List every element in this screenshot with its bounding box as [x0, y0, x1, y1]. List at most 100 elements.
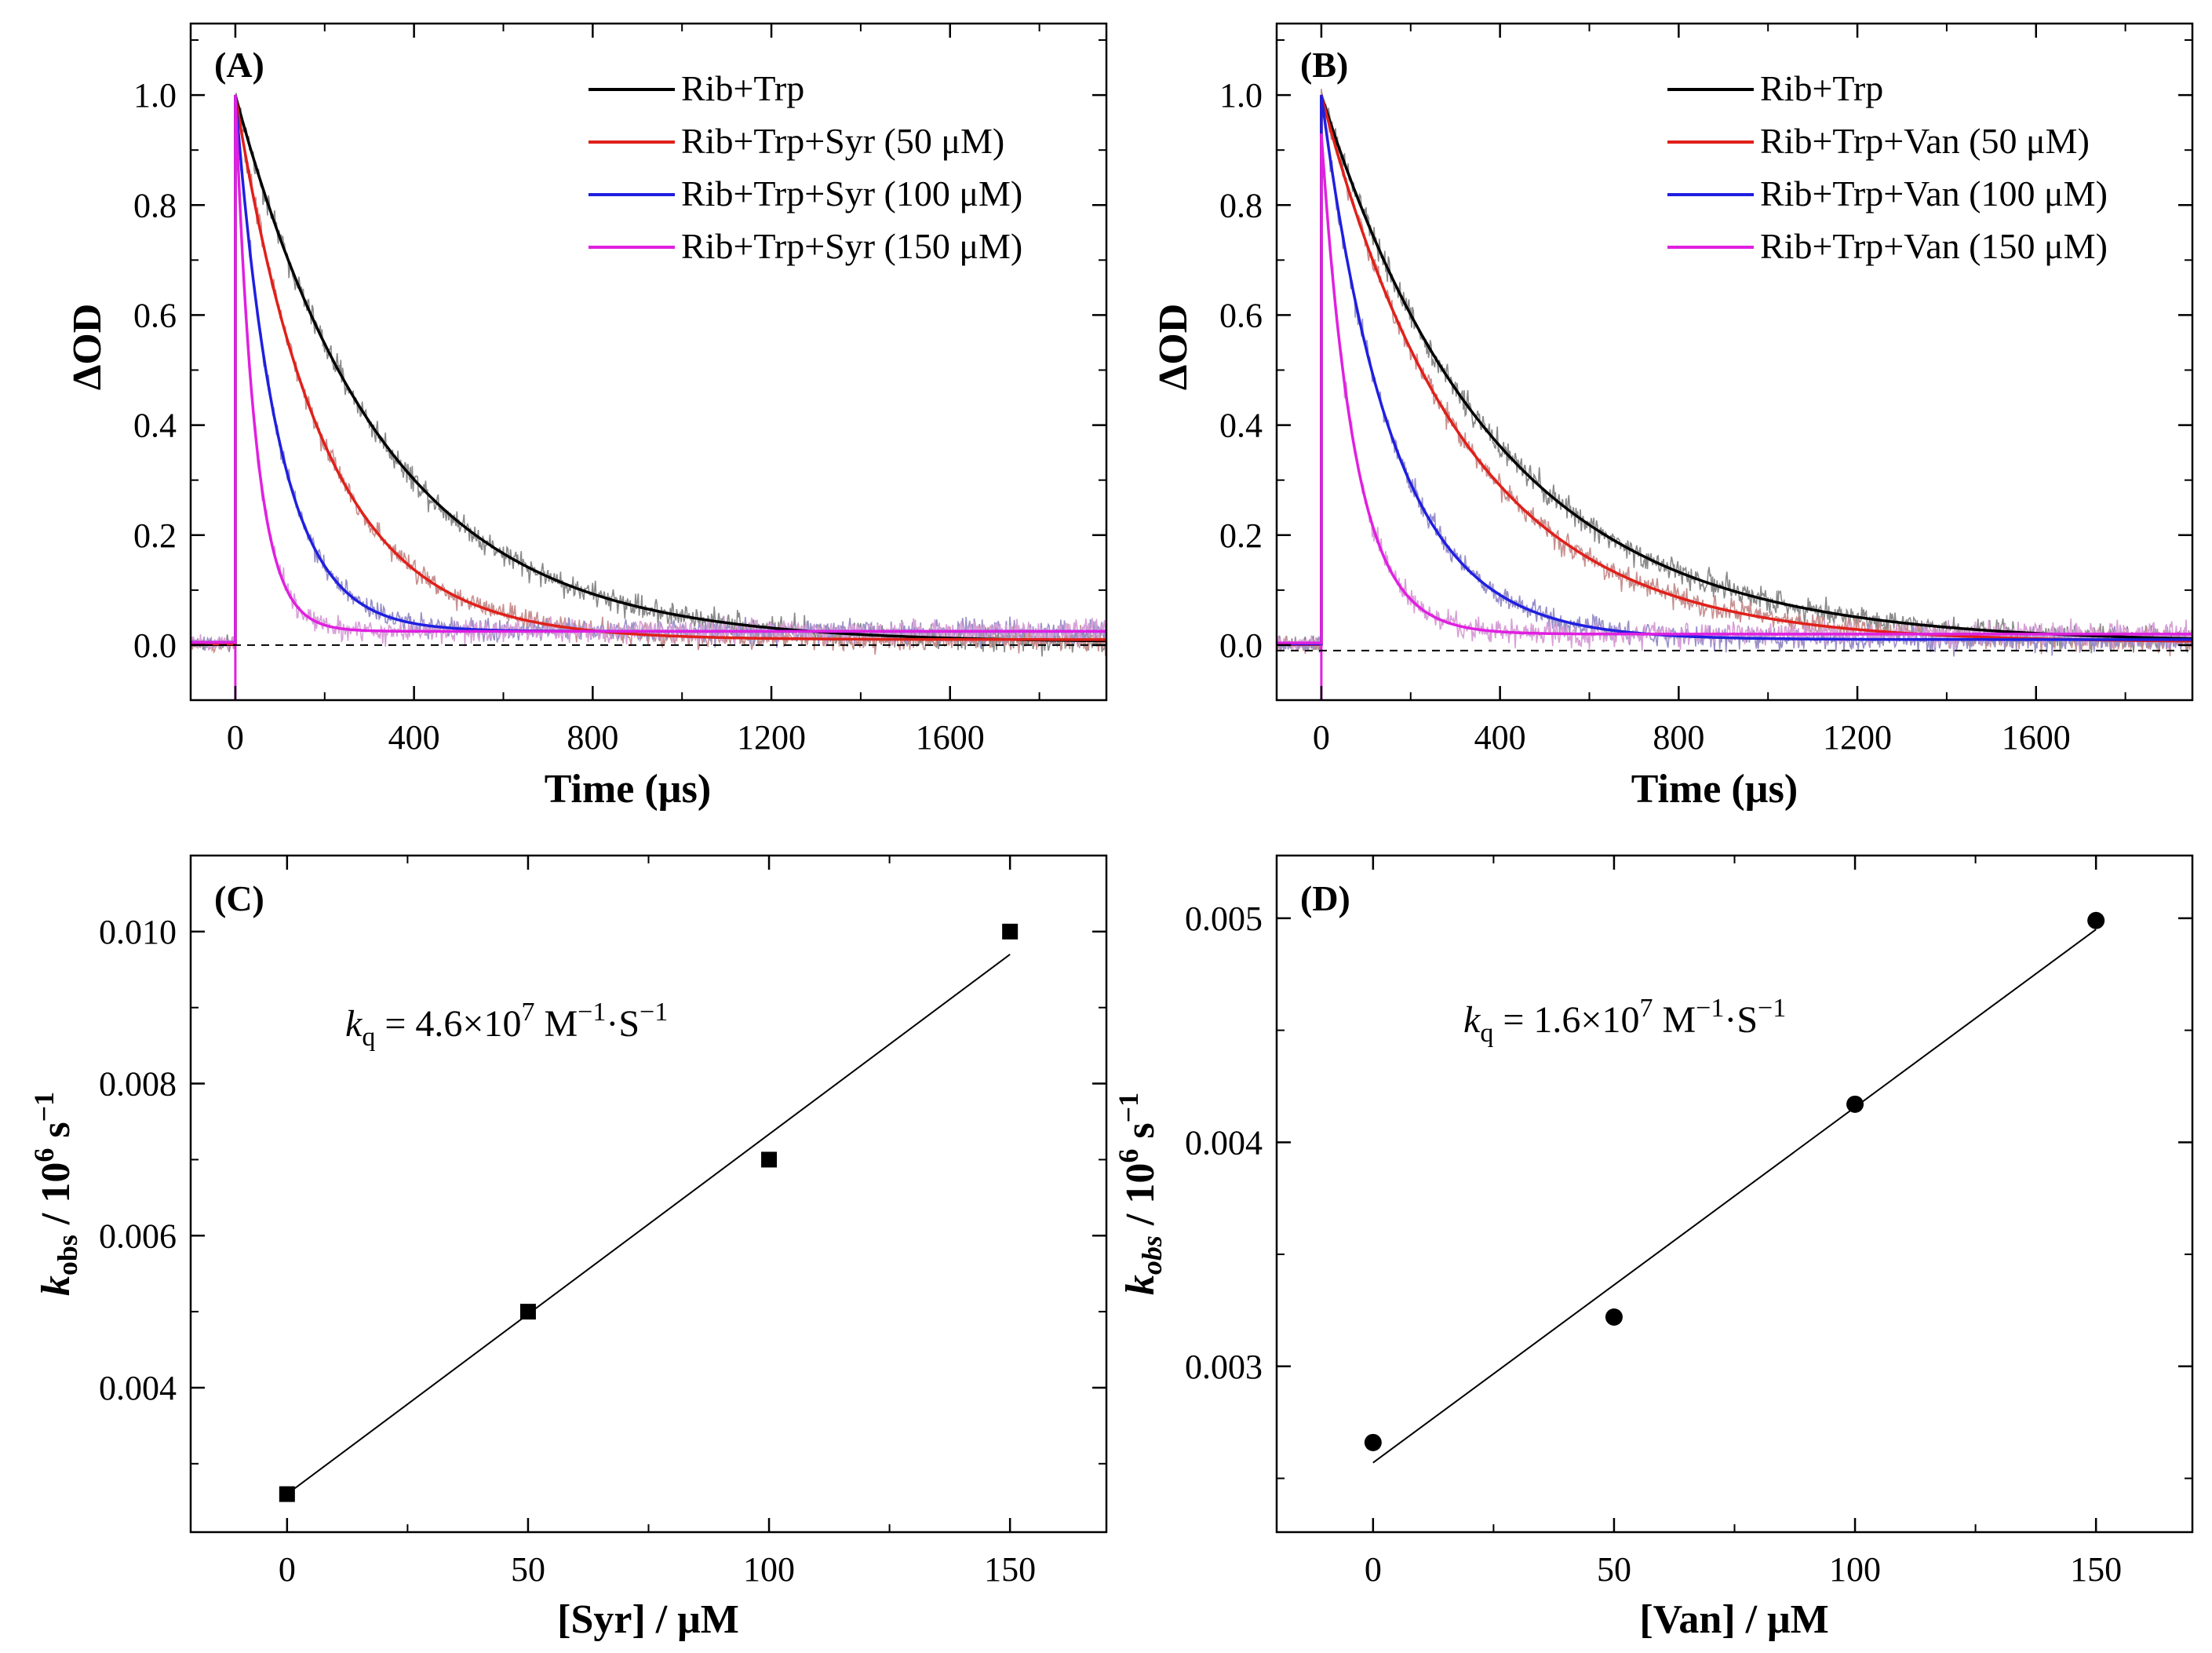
panel-c-ticks: 0 50 100 150 0.004 0.006 0.008 0.010 — [99, 856, 1106, 1589]
panel-a-ytick-label: 0.8 — [133, 186, 177, 224]
panel-d-kq-unit1: M — [1653, 999, 1696, 1041]
panel-d-xtick-label: 100 — [1829, 1550, 1881, 1589]
panel-a-xtick-label: 800 — [567, 718, 618, 757]
panel-a-ticks: 0 400 800 1200 1600 0.0 0.2 0.4 0.6 0.8 1.0 — [133, 24, 1106, 757]
panel-d-x-axis-title: [Van] / μM — [1639, 1597, 1828, 1642]
panel-c-ytick-label: 0.006 — [99, 1217, 177, 1255]
panel-c-xtick-label: 150 — [984, 1550, 1036, 1589]
panel-b-x-axis-title: Time (µs) — [1631, 767, 1798, 812]
panel-c-y-axis-title: kobs / 106 s−1 — [28, 1092, 83, 1296]
panel-c-kq-unit1-sup: −1 — [578, 998, 606, 1027]
panel-b-legend: Rib+Trp Rib+Trp+Van (50 μM) Rib+Trp+Van (1… — [1667, 68, 2108, 266]
panel-d-y-unit-sup: −1 — [1113, 1093, 1144, 1123]
panel-a-ytick-label: 0.4 — [133, 407, 177, 445]
panel-a-y-axis-title: ΔOD — [65, 304, 110, 391]
panel-d-point-2 — [1846, 1095, 1864, 1113]
panel-b-marks — [1277, 89, 2192, 700]
panel-c-kq-unit1: M — [534, 1003, 578, 1045]
panel-a-frame — [189, 22, 1108, 702]
panel-c-ytick-label: 0.010 — [99, 913, 177, 951]
panel-b-ticks: 0 400 800 1200 1600 0.0 0.2 0.4 0.6 0.8 1.0 — [1219, 24, 2192, 757]
panel-a-ytick-label: 0.2 — [133, 516, 177, 555]
panel-b-series-3-fit — [1277, 133, 2192, 644]
panel-b-legend-label-3: Rib+Trp+Van (150 μM) — [1760, 226, 2108, 266]
panel-d-kq-symbol: k — [1463, 999, 1481, 1041]
panel-b-legend-label-2: Rib+Trp+Van (100 μM) — [1760, 173, 2108, 213]
panel-a-legend-label-3: Rib+Trp+Syr (150 μM) — [681, 226, 1022, 266]
panel-d-ytick-label: 0.003 — [1185, 1348, 1263, 1386]
panel-a-ytick-label: 1.0 — [133, 76, 177, 115]
panel-d-kq-exp: 7 — [1639, 994, 1653, 1023]
panel-c-marks — [279, 923, 1019, 1502]
panel-b-ytick-label: 0.4 — [1219, 407, 1263, 445]
panel-b-xtick-label: 400 — [1474, 718, 1526, 757]
panel-c-kq-exp: 7 — [521, 998, 534, 1027]
panel-a: 0 400 800 1200 1600 0.0 0.2 0.4 0.6 0.8 1.0 (A) Ri… — [65, 22, 1108, 812]
panel-d-kq-unit1-sup: −1 — [1696, 994, 1724, 1023]
panel-c-point-0 — [279, 1486, 295, 1502]
panel-c-fit-line — [286, 954, 1011, 1495]
panel-d-kq-unit2: ·S — [1724, 999, 1758, 1041]
panel-a-xtick-label: 1600 — [916, 718, 985, 757]
panel-b-frame — [1275, 22, 2194, 702]
panel-c-y-sup: 6 — [28, 1148, 60, 1162]
panel-b: 0 400 800 1200 1600 0.0 0.2 0.4 0.6 0.8 1.0 (B) Ri… — [1151, 22, 2194, 812]
panel-c-xtick-label: 0 — [279, 1550, 296, 1589]
panel-d-y-rest: / 10 — [1118, 1163, 1163, 1235]
panel-d-marks — [1364, 911, 2105, 1464]
panel-d-y-sub: obs — [1136, 1235, 1168, 1275]
panel-a-series-1-fit — [191, 94, 1106, 646]
panel-c-kq-symbol: k — [345, 1003, 363, 1045]
panel-d-point-0 — [1364, 1433, 1382, 1451]
panel-b-xtick-label: 1600 — [2002, 718, 2071, 757]
panel-a-legend-label-2: Rib+Trp+Syr (100 μM) — [681, 173, 1022, 213]
panel-d-ytick-label: 0.005 — [1185, 899, 1263, 938]
panel-a-legend: Rib+Trp Rib+Trp+Syr (50 μM) Rib+Trp+Syr (1… — [589, 68, 1022, 266]
panel-d-kq-annotation: kq = 1.6×107 M−1·S−1 — [1463, 994, 1786, 1048]
panel-b-ytick-label: 0.6 — [1219, 296, 1263, 334]
panel-c-y-unit: s — [34, 1122, 78, 1148]
panel-b-label: (B) — [1300, 45, 1348, 85]
panel-a-ytick-label: 0.6 — [133, 296, 177, 334]
panel-b-ytick-label: 1.0 — [1219, 76, 1263, 115]
panel-c-kq-unit2-sup: −1 — [640, 998, 668, 1027]
panel-b-xtick-label: 800 — [1653, 718, 1704, 757]
panel-c-ytick-label: 0.004 — [99, 1369, 177, 1407]
panel-d-point-3 — [2087, 911, 2105, 929]
panel-c-ytick-label: 0.008 — [99, 1065, 177, 1104]
panel-d-ytick-label: 0.004 — [1185, 1123, 1263, 1162]
panel-a-xtick-label: 400 — [388, 718, 440, 757]
panel-b-legend-label-0: Rib+Trp — [1760, 68, 1883, 108]
panel-b-xtick-label: 1200 — [1823, 718, 1892, 757]
panel-a-series-3-raw — [191, 93, 1106, 651]
panel-d-kq-unit2-sup: −1 — [1758, 994, 1786, 1023]
panel-d-y-unit: s — [1118, 1122, 1163, 1148]
panel-c-y-k: k — [34, 1275, 78, 1296]
panel-d-ticks: 0 50 100 150 0.003 0.004 0.005 — [1185, 856, 2192, 1589]
panel-c-y-unit-sup: −1 — [28, 1092, 60, 1122]
panel-c-kq-sub: q — [362, 1023, 375, 1052]
panel-a-xtick-label: 1200 — [737, 718, 806, 757]
panel-d-label: (D) — [1300, 878, 1350, 918]
panel-d-point-1 — [1605, 1308, 1623, 1326]
panel-c-xtick-label: 100 — [743, 1550, 795, 1589]
panel-c-point-3 — [1002, 923, 1019, 940]
panel-d-fit-line — [1372, 929, 2097, 1464]
panel-a-ytick-label: 0.0 — [133, 626, 177, 665]
panel-b-ytick-label: 0.0 — [1219, 626, 1263, 665]
panel-c-kq-unit2: ·S — [606, 1003, 640, 1045]
panel-c-y-sub: obs — [52, 1235, 83, 1275]
panel-b-y-axis-title: ΔOD — [1151, 304, 1196, 391]
panel-d-y-sup: 6 — [1113, 1149, 1144, 1163]
panel-c-xtick-label: 50 — [511, 1550, 545, 1589]
panel-b-series-1-raw — [1277, 89, 2192, 657]
panel-a-label: (A) — [214, 45, 264, 85]
panel-c-y-rest: / 10 — [34, 1162, 78, 1235]
panel-a-xtick-label: 0 — [227, 718, 244, 757]
panel-d-kq-sub: q — [1480, 1019, 1493, 1048]
panel-c-point-1 — [519, 1304, 536, 1320]
panel-d-xtick-label: 0 — [1365, 1550, 1382, 1589]
